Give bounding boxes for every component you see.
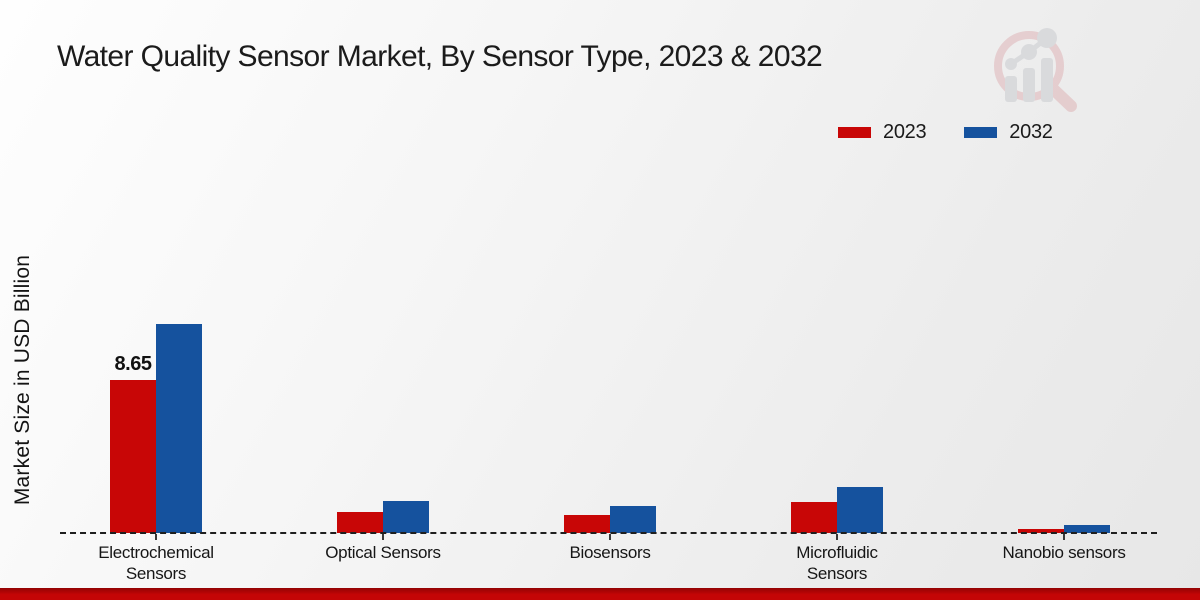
x-axis-tick <box>609 534 611 540</box>
zero-baseline-dashed <box>60 532 1157 534</box>
category-label-electrochemical-sensors: Electrochemical Sensors <box>98 543 214 583</box>
x-axis-tick <box>836 534 838 540</box>
legend-label-2032: 2032 <box>1009 121 1053 143</box>
legend-swatch-2023 <box>838 127 871 138</box>
category-label-nanobio-sensors: Nanobio sensors <box>1002 543 1126 562</box>
category-label-optical-sensors: Optical Sensors <box>325 543 441 562</box>
chart-title: Water Quality Sensor Market, By Sensor T… <box>57 40 823 73</box>
bar-2032-optical-sensors <box>383 501 429 533</box>
bar-2032-microfluidic-sensors <box>837 487 883 533</box>
bar-2032-nanobio-sensors <box>1064 525 1110 533</box>
footer-accent-band <box>0 588 1200 600</box>
bar-2023-nanobio-sensors <box>1018 529 1064 533</box>
category-label-microfluidic-sensors: Microfluidic Sensors <box>796 543 878 583</box>
bar-2023-optical-sensors <box>337 512 383 533</box>
bar-2023-electrochemical-sensors <box>110 380 156 533</box>
bar-2023-microfluidic-sensors <box>791 502 837 533</box>
legend-item-2032: 2032 <box>964 121 1053 144</box>
bar-2023-biosensors <box>564 515 610 533</box>
bar-2032-electrochemical-sensors <box>156 324 202 533</box>
category-label-biosensors: Biosensors <box>569 543 651 562</box>
legend: 2023 2032 <box>838 121 1053 144</box>
x-axis-tick <box>1063 534 1065 540</box>
bar-2032-biosensors <box>610 506 656 533</box>
legend-item-2023: 2023 <box>838 121 927 144</box>
legend-swatch-2032 <box>964 127 998 138</box>
magnifier-bar-chart-logo-icon <box>994 28 1077 112</box>
data-label-2023-electrochemical-sensors: 8.65 <box>114 352 152 375</box>
legend-label-2023: 2023 <box>883 121 927 143</box>
x-axis-tick <box>382 534 384 540</box>
x-axis-tick <box>155 534 157 540</box>
